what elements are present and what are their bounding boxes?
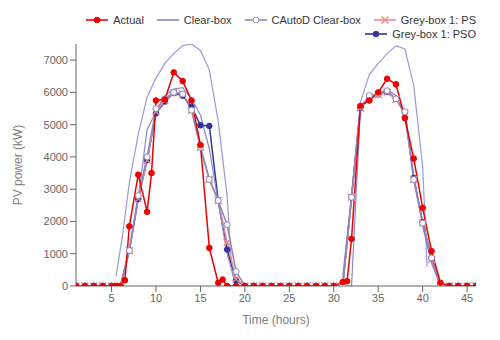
svg-text:Time (hours): Time (hours) [242,313,310,327]
svg-text:45: 45 [461,292,473,304]
svg-text:2000: 2000 [44,215,68,227]
svg-text:PV power (kW): PV power (kW) [11,125,25,206]
svg-text:30: 30 [328,292,340,304]
svg-text:3000: 3000 [44,183,68,195]
svg-text:4000: 4000 [44,151,68,163]
svg-text:1000: 1000 [44,248,68,260]
svg-text:7000: 7000 [44,54,68,66]
svg-text:15: 15 [194,292,206,304]
html-text:Grey-box 1: PS: Grey-box 1: PS [400,14,476,26]
svg-text:0: 0 [62,280,68,292]
svg-text:35: 35 [372,292,384,304]
html-text:CAutoD Clear-box: CAutoD Clear-box [271,14,361,26]
html-text:Clear-box: Clear-box [183,14,232,26]
svg-text:5000: 5000 [44,119,68,131]
svg-text:5: 5 [108,292,114,304]
svg-text:40: 40 [417,292,429,304]
svg-text:6000: 6000 [44,86,68,98]
html-text:Actual: Actual [113,14,144,26]
svg-text:20: 20 [239,292,251,304]
svg-text:10: 10 [150,292,162,304]
html-text:Grey-box 1: PSO: Grey-box 1: PSO [392,28,476,40]
svg-text:25: 25 [283,292,295,304]
